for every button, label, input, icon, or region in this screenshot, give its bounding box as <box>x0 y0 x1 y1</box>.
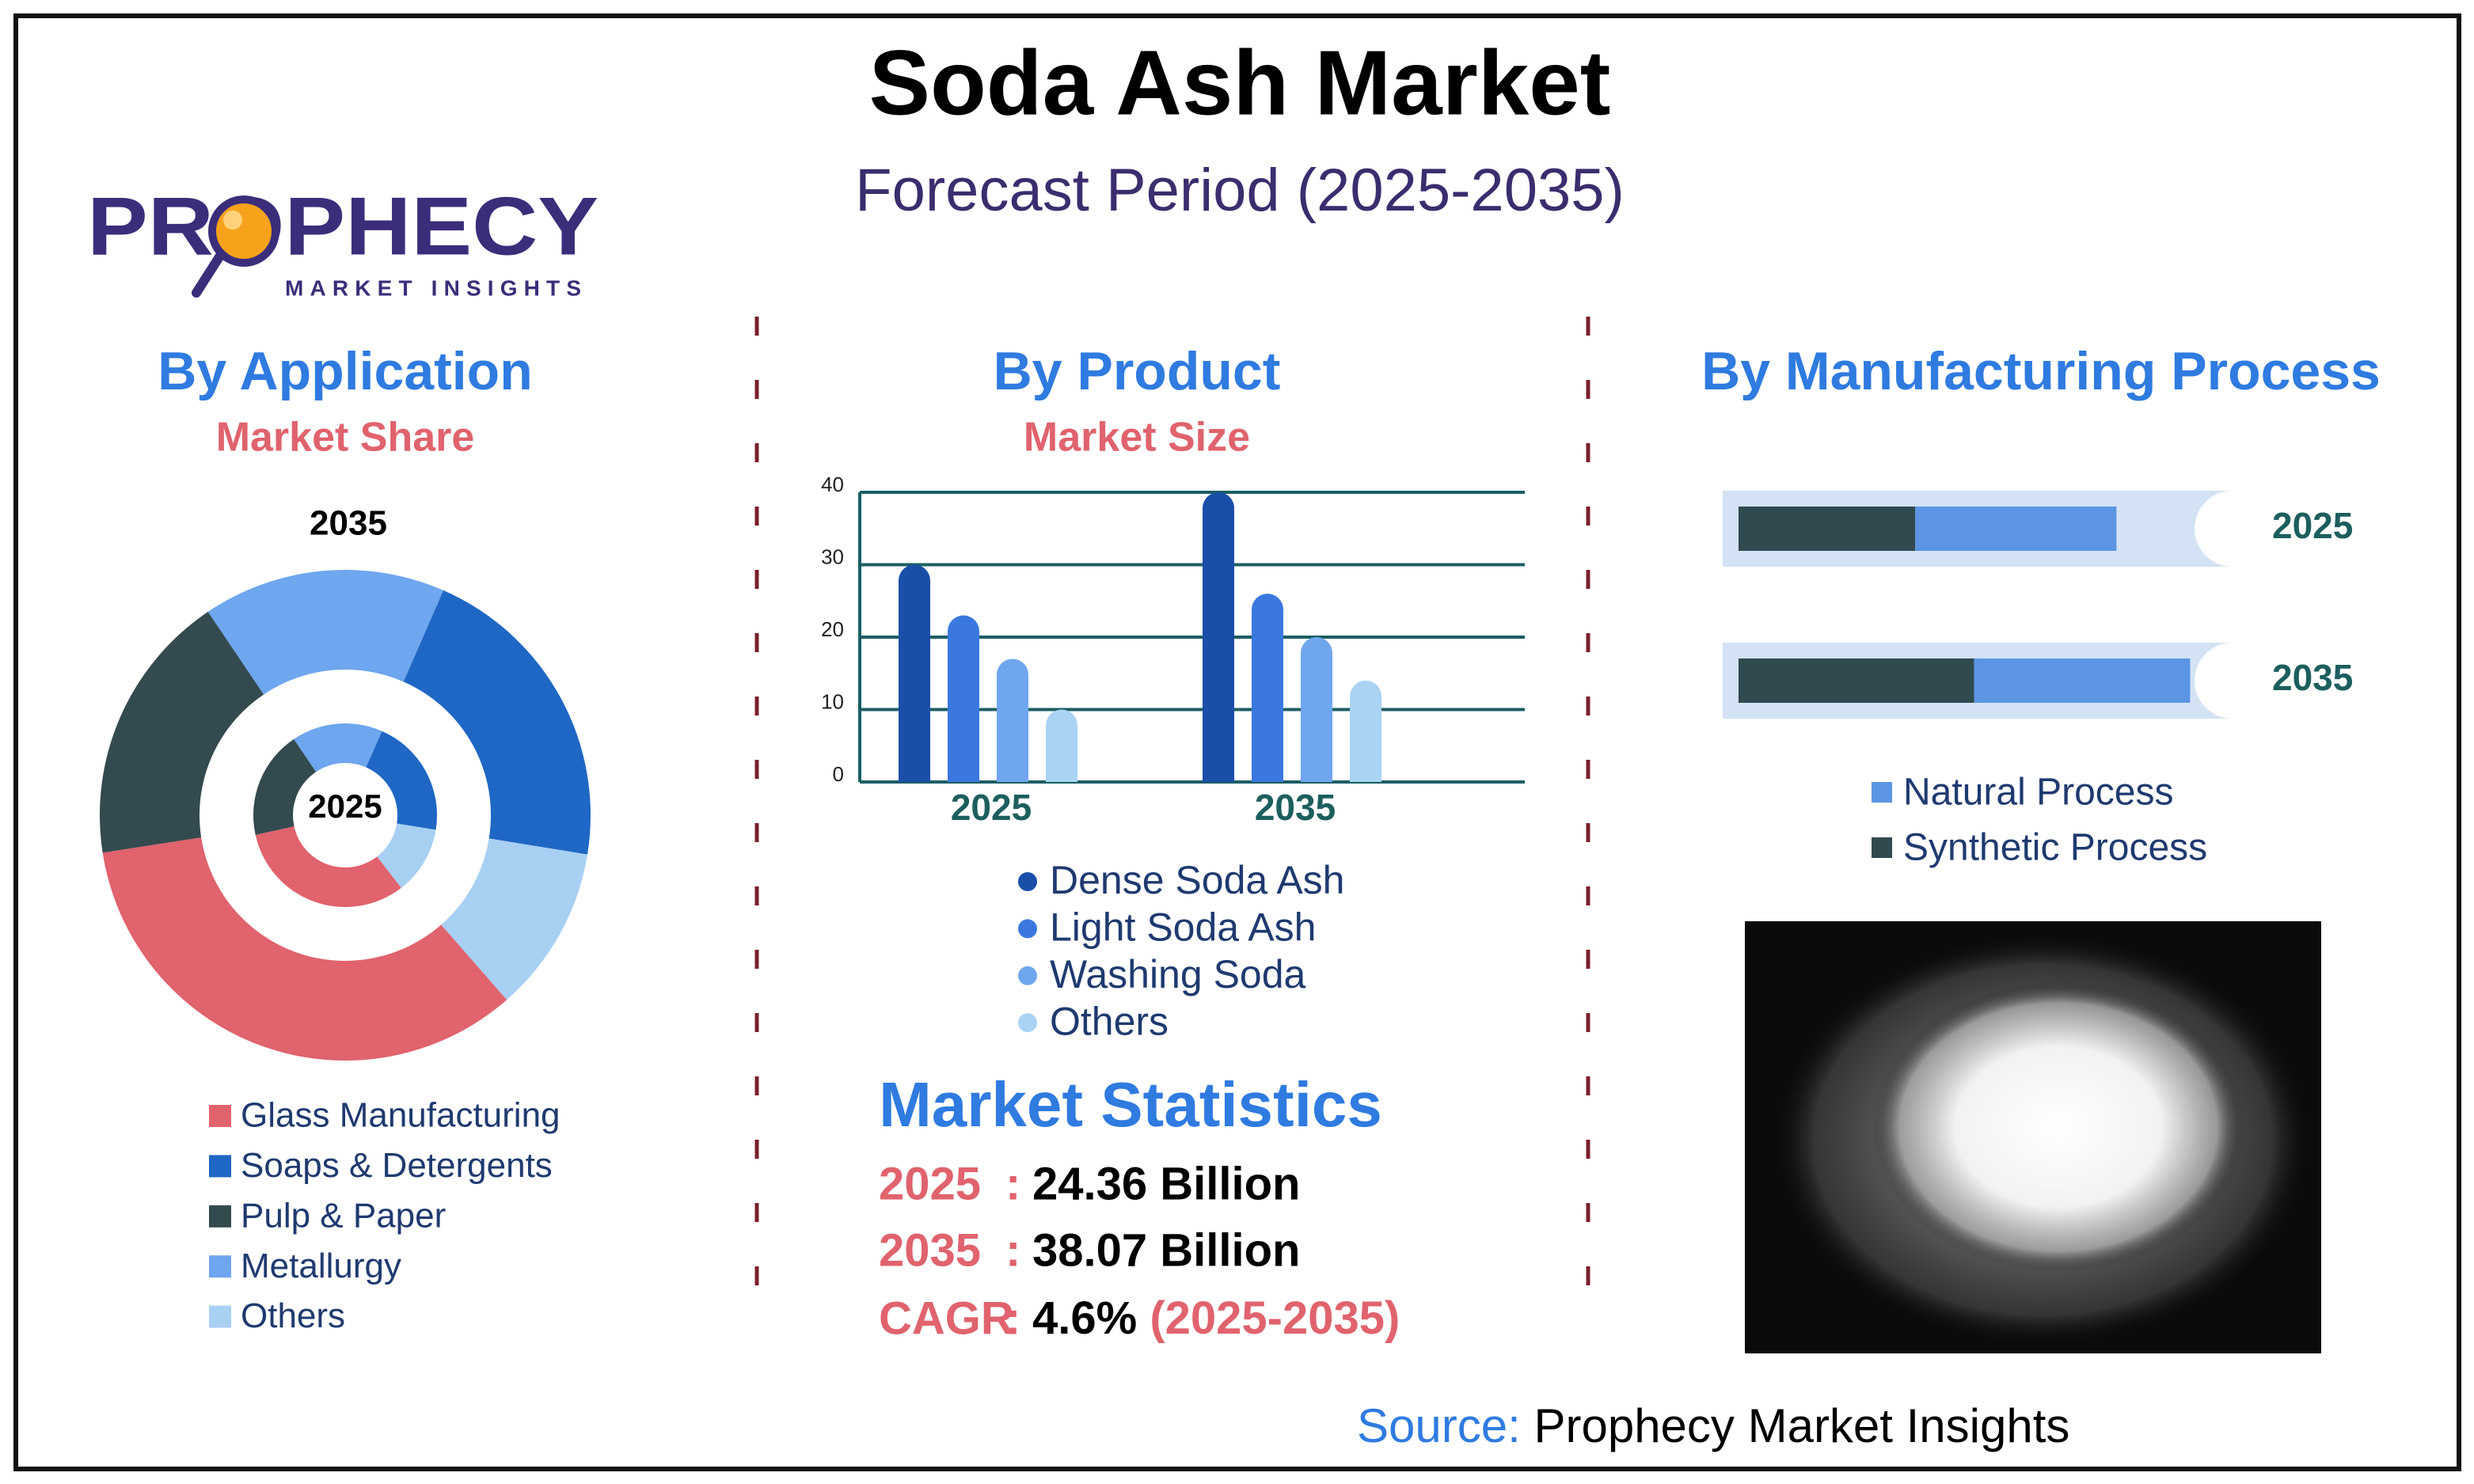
logo-name: PROPHECY <box>87 180 599 272</box>
donut-segment <box>366 731 437 830</box>
donut-segment <box>403 590 591 855</box>
donut-segment <box>294 723 382 772</box>
legend-marker <box>1018 1013 1037 1033</box>
stat-value-line: 4.6% (2025-2035) <box>1032 1292 1400 1344</box>
section-subtitle: Market Share <box>216 415 475 461</box>
bar <box>1915 507 2117 551</box>
donut-segment <box>207 570 444 695</box>
legend-label: Others <box>241 1296 345 1335</box>
stat-value: 4.6% <box>1032 1292 1137 1344</box>
legend-label: Others <box>1050 999 1169 1043</box>
legend-label: Dense Soda Ash <box>1050 858 1345 902</box>
bar <box>1974 659 2191 703</box>
legend-swatch <box>209 1205 231 1228</box>
bar <box>1739 659 1974 703</box>
x-tick-label: 2035 <box>1255 787 1336 828</box>
y-tick-label: 10 <box>821 689 844 713</box>
market-statistics: Market Statistics 2025 : 24.36 Billion 2… <box>879 1069 1400 1344</box>
legend-label: Metallurgy <box>241 1247 401 1285</box>
bar <box>1350 680 1381 782</box>
legend-label: Synthetic Process <box>1903 827 2207 869</box>
legend-swatch <box>209 1105 231 1127</box>
stat-label: 2025 <box>879 1158 981 1209</box>
source-label: Source: <box>1357 1399 1521 1452</box>
section-subtitle: Market Size <box>1024 415 1250 461</box>
statistics-title: Market Statistics <box>879 1069 1382 1140</box>
title: Soda Ash Market <box>869 32 1611 135</box>
stat-period: (2025-2035) <box>1150 1292 1400 1344</box>
legend-label: Natural Process <box>1903 772 2173 814</box>
legend-marker <box>1018 872 1037 891</box>
donut-segment <box>253 738 317 835</box>
donut-segment <box>99 611 264 853</box>
legend-label: Glass Manufacturing <box>241 1096 561 1135</box>
legend-label: Light Soda Ash <box>1050 905 1316 950</box>
stat-label: CAGR <box>879 1292 1014 1344</box>
logo: PROPHECY MARKET INSIGHTS <box>87 180 599 300</box>
bar <box>1046 709 1077 782</box>
bar <box>1252 594 1283 782</box>
stat-separator: : <box>1005 1224 1020 1276</box>
source: Source: Prophecy Market Insights <box>1357 1399 2069 1452</box>
legend-swatch <box>1872 782 1892 803</box>
logo-glint <box>223 211 242 230</box>
donut-segment <box>377 823 436 888</box>
legend-swatch <box>209 1255 231 1278</box>
ring-label: 2035 <box>310 504 387 543</box>
y-tick-label: 20 <box>821 617 844 641</box>
source-text: Prophecy Market Insights <box>1533 1399 2069 1452</box>
category-label: 2035 <box>2272 657 2353 698</box>
bar <box>1301 637 1332 782</box>
logo-handle <box>192 249 226 298</box>
section-title: By Application <box>158 341 533 401</box>
legend-marker <box>1018 966 1037 985</box>
legend-label: Pulp & Paper <box>241 1196 446 1235</box>
bar <box>1203 492 1234 782</box>
donut-segment <box>255 826 401 907</box>
bar <box>948 615 979 782</box>
donut-segment <box>441 838 588 1000</box>
ring-label: 2025 <box>308 788 382 825</box>
legend-swatch <box>1872 837 1892 858</box>
stat-separator: : <box>1005 1158 1020 1209</box>
stat-value: 24.36 Billion <box>1032 1158 1300 1209</box>
stat-label: 2035 <box>879 1224 981 1276</box>
subtitle: Forecast Period (2025-2035) <box>855 157 1625 224</box>
donut-segment <box>102 837 507 1061</box>
legend-swatch <box>209 1305 231 1328</box>
section-title: By Manufacturing Process <box>1701 341 2381 401</box>
category-label: 2025 <box>2272 505 2353 546</box>
section-title: By Product <box>994 341 1281 401</box>
x-tick-label: 2025 <box>951 787 1032 828</box>
bar <box>899 564 930 782</box>
legend-label: Washing Soda <box>1050 952 1306 996</box>
legend-label: Soaps & Detergents <box>241 1146 553 1185</box>
bar <box>1739 507 1916 551</box>
logo-tagline: MARKET INSIGHTS <box>285 275 581 300</box>
y-tick-label: 0 <box>833 762 844 786</box>
bar <box>997 659 1028 782</box>
stat-value: 38.07 Billion <box>1032 1224 1300 1276</box>
stat-separator: : <box>1005 1292 1020 1344</box>
y-tick-label: 30 <box>821 545 844 568</box>
legend-marker <box>1018 919 1037 939</box>
photo-powder <box>1872 981 2245 1273</box>
logo-lens <box>208 195 279 267</box>
legend-swatch <box>209 1155 231 1178</box>
product-photo <box>1745 921 2321 1353</box>
y-tick-label: 40 <box>821 473 844 496</box>
